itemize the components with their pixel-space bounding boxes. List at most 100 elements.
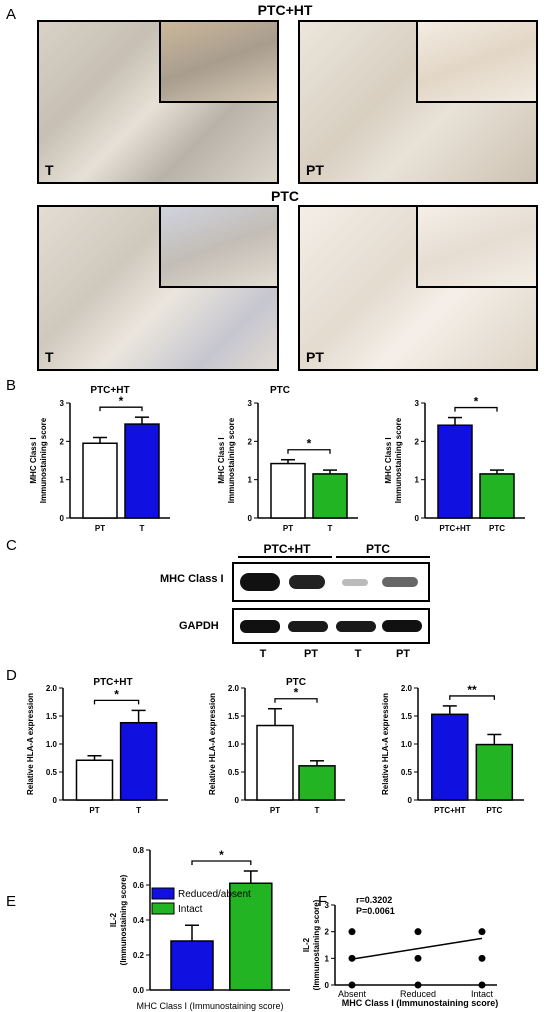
x-tick-label: PTC+HT [439, 524, 470, 533]
y-tick-label: 0.5 [401, 768, 413, 777]
significance-bracket [191, 860, 252, 865]
y-tick-label: 3 [325, 901, 330, 910]
group-title-ptc-ht: PTC+HT [257, 2, 313, 18]
blot-lane-label: PT [395, 648, 411, 660]
significance-bracket [287, 449, 331, 454]
x-tick-label: PTC+HT [434, 806, 465, 815]
x-tick-label: Intact [471, 989, 494, 999]
y-axis-label: Immunostaining score [394, 417, 403, 503]
y-tick-label: 0.0 [133, 986, 145, 995]
blot-header-line [238, 556, 332, 558]
y-tick-label: 1.5 [401, 712, 413, 721]
group-title-ptc: PTC [271, 188, 299, 204]
significance-marker: * [474, 395, 479, 409]
panel-label-e: E [6, 893, 17, 910]
micrograph-label: PT [306, 349, 324, 365]
significance-marker: * [294, 686, 299, 700]
blot-header-ptc: PTC [366, 542, 390, 556]
y-tick-label: 0 [60, 514, 65, 523]
bar [312, 473, 348, 519]
data-point [414, 954, 422, 962]
micrograph-inset [416, 22, 536, 103]
chart-title: PTC+HT [93, 677, 132, 688]
y-tick-label: 1.0 [228, 740, 240, 749]
blot-band [382, 620, 422, 632]
blot-row-label: GAPDH [179, 620, 219, 632]
y-tick-label: 1 [325, 954, 330, 963]
bar [479, 473, 515, 519]
blot-header-line [336, 556, 430, 558]
bar [124, 423, 160, 519]
bar [431, 713, 469, 801]
x-axis-label: MHC Class I (Immunostaining score) [342, 998, 499, 1008]
panel-label-b: B [6, 377, 17, 394]
y-tick-label: 2.0 [46, 684, 58, 693]
y-tick-label: 1.0 [401, 740, 413, 749]
data-point [348, 981, 356, 989]
y-tick-label: 1 [60, 476, 65, 485]
y-axis-label: Relative HLA-A expression [208, 693, 217, 795]
y-tick-label: 0 [53, 796, 58, 805]
panel-label-f: F [318, 893, 328, 910]
x-tick-label: Absent [338, 989, 367, 999]
micrograph-inset [159, 207, 277, 288]
panel-label-a: A [6, 6, 17, 23]
y-tick-label: 1.5 [228, 712, 240, 721]
y-tick-label: 0.5 [46, 768, 58, 777]
y-tick-label: 0.2 [133, 951, 145, 960]
y-tick-label: 0 [235, 796, 240, 805]
significance-bracket [93, 699, 140, 705]
y-tick-label: 0 [325, 981, 330, 990]
y-axis-label: (Immunostaining score) [119, 874, 128, 965]
micrograph-ptc-ht-peritumor: PT [298, 20, 538, 184]
x-tick-label: PTC [489, 524, 505, 533]
y-axis-label: MHC Class I [217, 437, 226, 483]
x-tick-label: PT [270, 806, 280, 815]
significance-marker: * [114, 687, 119, 701]
x-axis-label: MHC Class I (Immunostaining score) [136, 1001, 283, 1011]
y-tick-label: 0 [248, 514, 253, 523]
bar [82, 442, 118, 519]
y-axis-label: MHC Class I [29, 437, 38, 483]
blot-lane-label: T [354, 648, 362, 660]
chart-title: PTC+HT [90, 385, 129, 396]
significance-bracket [99, 406, 143, 412]
y-axis-label: IL-2 [302, 937, 311, 952]
data-point [414, 928, 422, 936]
y-tick-label: 2.0 [228, 684, 240, 693]
bar [437, 424, 473, 519]
significance-marker: * [119, 394, 124, 408]
legend-label: Intact [178, 904, 203, 915]
blot-band [240, 573, 280, 591]
y-axis-label: Relative HLA-A expression [26, 693, 35, 795]
panel-label-d: D [6, 667, 17, 684]
y-tick-label: 0.5 [228, 768, 240, 777]
legend-label: Reduced/absent [178, 889, 251, 900]
x-tick-label: T [136, 806, 141, 815]
significance-bracket [274, 698, 318, 703]
y-tick-label: 3 [415, 399, 420, 408]
bar [75, 759, 114, 801]
y-tick-label: 0.4 [133, 916, 145, 925]
micrograph-ptc-tumor: T [37, 205, 279, 371]
bar [256, 724, 294, 801]
bar [475, 743, 514, 801]
y-tick-label: 0.8 [133, 846, 145, 855]
y-tick-label: 2 [248, 437, 253, 446]
y-axis-label: Immunostaining score [39, 417, 48, 503]
y-axis-label: MHC Class I [384, 437, 393, 483]
bar [229, 882, 273, 991]
x-tick-label: PT [95, 524, 105, 533]
chart-title: PTC [270, 385, 290, 396]
significance-marker: ** [467, 683, 477, 697]
micrograph-ptc-ht-tumor: T [37, 20, 279, 184]
y-tick-label: 2 [60, 437, 65, 446]
x-tick-label: Reduced [400, 989, 436, 999]
data-point [348, 954, 356, 962]
micrograph-label: PT [306, 162, 324, 178]
chart-title: PTC [286, 677, 306, 688]
y-tick-label: 1 [248, 476, 253, 485]
legend-swatch [151, 902, 175, 915]
blot-mhc-panel [232, 562, 430, 602]
